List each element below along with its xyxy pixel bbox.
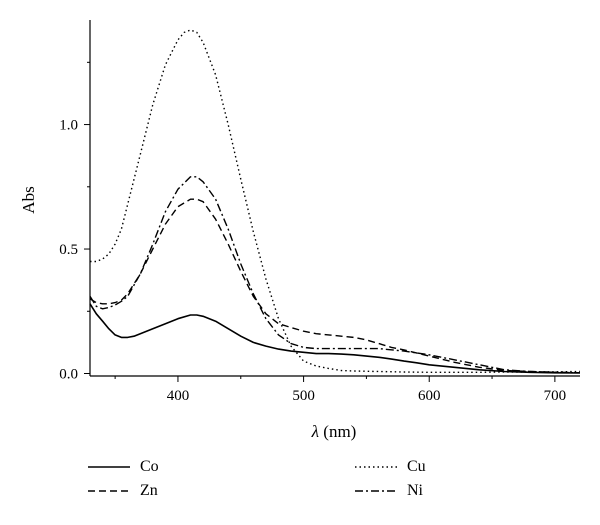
- legend-label-zn: Zn: [140, 482, 158, 499]
- legend-label-ni: Ni: [407, 482, 423, 499]
- x-tick-label: 500: [292, 388, 315, 404]
- legend-item-zn: Zn: [88, 481, 158, 501]
- y-tick-label: 0.5: [59, 242, 78, 258]
- y-tick-label: 0.0: [59, 367, 78, 383]
- legend-swatch-co: [88, 466, 130, 468]
- series-line-co: [89, 303, 581, 374]
- y-tick-label: 1.0: [59, 118, 78, 134]
- series-layer: [89, 29, 581, 374]
- axes: 400 500 600 700 0.0 0.5 1.0: [59, 20, 580, 404]
- legend-item-co: Co: [88, 457, 159, 477]
- legend-swatch-ni: [355, 490, 397, 492]
- x-axis-unit: (nm): [319, 422, 356, 441]
- x-axis-title: λ (nm): [311, 422, 357, 441]
- series-line-ni: [89, 176, 581, 374]
- series-line-cu: [90, 29, 581, 373]
- x-tick-label: 400: [167, 388, 190, 404]
- x-tick-label: 600: [418, 388, 441, 404]
- legend-label-cu: Cu: [407, 458, 426, 475]
- legend-swatch-zn: [88, 490, 130, 492]
- legend-item-ni: Ni: [355, 481, 423, 501]
- y-axis-title: Abs: [19, 186, 38, 213]
- legend-swatch-cu: [355, 466, 397, 468]
- x-axis-variable: λ: [311, 422, 319, 441]
- x-tick-label: 700: [544, 388, 567, 404]
- legend-label-co: Co: [140, 458, 159, 475]
- series-line-zn: [89, 198, 581, 374]
- legend-item-cu: Cu: [355, 457, 426, 477]
